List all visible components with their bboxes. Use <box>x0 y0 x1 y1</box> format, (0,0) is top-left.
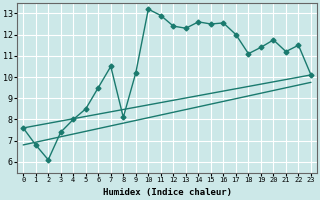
X-axis label: Humidex (Indice chaleur): Humidex (Indice chaleur) <box>103 188 232 197</box>
